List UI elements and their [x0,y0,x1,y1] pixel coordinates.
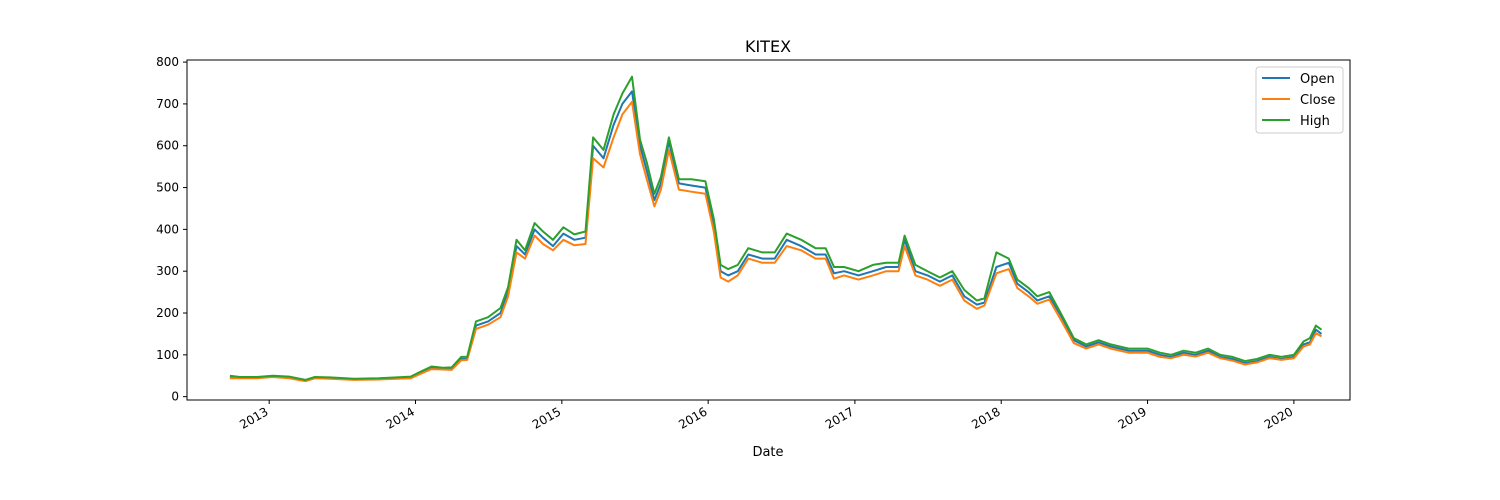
y-tick-label: 400 [156,222,179,236]
y-tick-label: 0 [171,390,179,404]
y-tick-label: 500 [156,181,179,195]
series-line-open [229,90,1323,382]
series-layer [229,75,1323,383]
y-tick-label: 600 [156,139,179,153]
y-tick-label: 800 [156,55,179,69]
legend-label: Open [1300,72,1335,87]
chart-title: KITEX [745,37,791,56]
y-axis: 0 100 200 300 400 500 600 700 800 [156,55,187,404]
legend-label: High [1300,114,1330,129]
y-tick-label: 100 [156,348,179,362]
series-line-high [229,75,1323,381]
series-line-close [229,100,1323,383]
y-tick-label: 200 [156,306,179,320]
legend-box [1255,66,1344,134]
x-axis-label: Date [752,445,783,460]
legend: Open Close High [1255,66,1344,134]
y-tick-label: 700 [156,97,179,111]
legend-label: Close [1300,93,1335,108]
plot-frame [186,59,1351,401]
y-tick-label: 300 [156,264,179,278]
